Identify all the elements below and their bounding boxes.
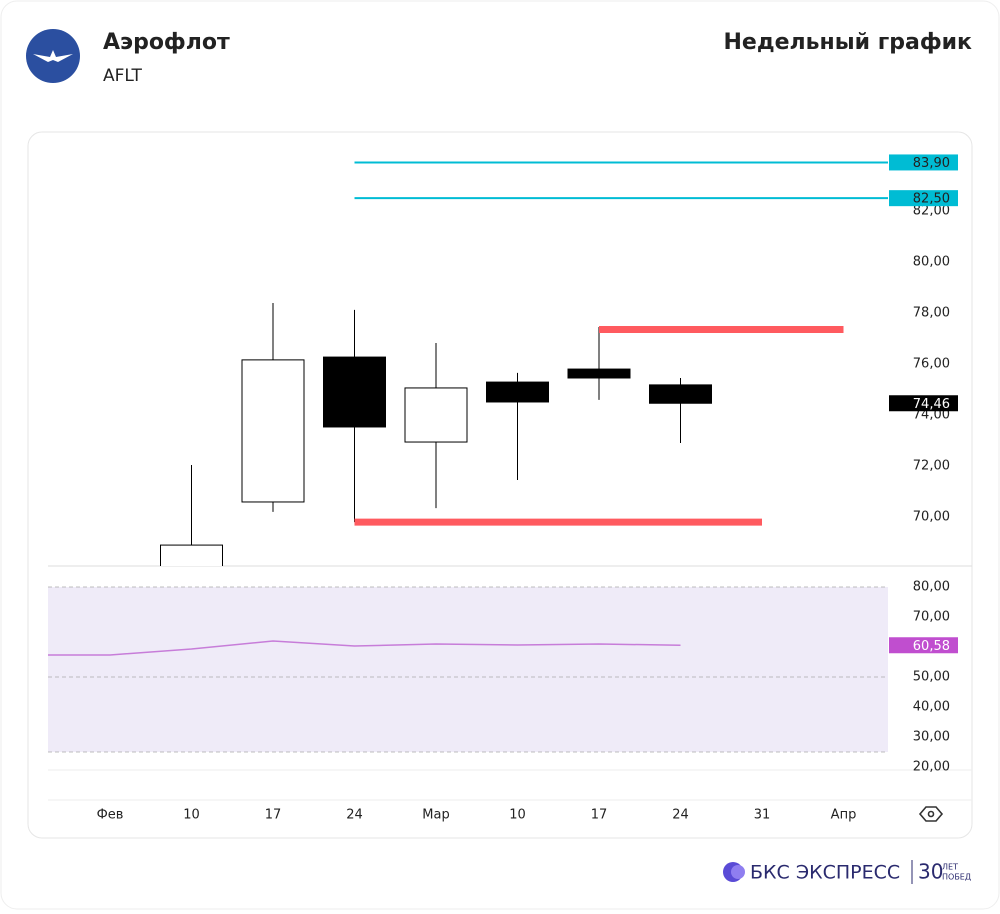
rsi-tick-label: 50,00: [913, 669, 950, 684]
brand-years: 30: [918, 860, 943, 884]
y-tick-label: 70,00: [913, 510, 950, 525]
footer-logo: БКС ЭКСПРЕСС 30 ЛЕТ ПОБЕД: [723, 860, 971, 884]
candle-body: [486, 381, 549, 403]
rsi-last-box: [889, 637, 958, 654]
x-tick-label: 24: [672, 808, 689, 823]
rsi-panel: [48, 586, 888, 753]
rsi-tick-label: 20,00: [913, 759, 950, 774]
ticker: AFLT: [103, 66, 143, 86]
rsi-tick-label: 70,00: [913, 609, 950, 624]
y-tick-label: 76,00: [913, 356, 950, 371]
brand: БКС ЭКСПРЕСС: [750, 862, 900, 884]
brand-caption: ПОБЕД: [942, 873, 971, 882]
x-tick-label: 17: [265, 808, 282, 823]
settings-icon[interactable]: [918, 806, 944, 822]
level-label: 82,50: [913, 192, 950, 207]
candle-body: [241, 359, 305, 503]
price-panel: [160, 303, 712, 566]
candle-body: [160, 544, 223, 566]
candle-body: [323, 356, 386, 428]
level-box: [889, 190, 958, 207]
rsi-line: [48, 640, 681, 656]
level-box: [889, 154, 958, 171]
y-tick-label: 80,00: [913, 254, 950, 269]
candle-body: [404, 387, 468, 443]
y-tick-label: 78,00: [913, 305, 950, 320]
last-price-box: [889, 395, 958, 412]
candle-body: [649, 384, 712, 404]
rsi-last-label: 60,58: [913, 639, 950, 654]
x-tick-label: 10: [183, 808, 200, 823]
y-tick-label: 82,00: [913, 203, 950, 218]
last-price-label: 74,46: [913, 397, 950, 412]
brand-caption: ЛЕТ: [942, 863, 958, 872]
x-tick-label: 17: [591, 808, 608, 823]
x-tick-label: 31: [754, 808, 771, 823]
rsi-tick-label: 30,00: [913, 729, 950, 744]
x-tick-label: Мар: [422, 808, 449, 823]
rsi-tick-label: 80,00: [913, 579, 950, 594]
x-tick-label: Апр: [831, 808, 857, 823]
level-label: 83,90: [913, 156, 950, 171]
rsi-band: [48, 586, 888, 752]
x-tick-label: 24: [346, 808, 363, 823]
rsi-tick-label: 40,00: [913, 699, 950, 714]
x-tick-label: Фев: [97, 808, 124, 823]
period-title: Недельный график: [724, 30, 973, 55]
company-name: Аэрофлот: [103, 30, 230, 55]
candle-body: [567, 368, 631, 379]
y-tick-label: 72,00: [913, 459, 950, 474]
x-tick-label: 10: [509, 808, 526, 823]
logo: [26, 29, 80, 83]
